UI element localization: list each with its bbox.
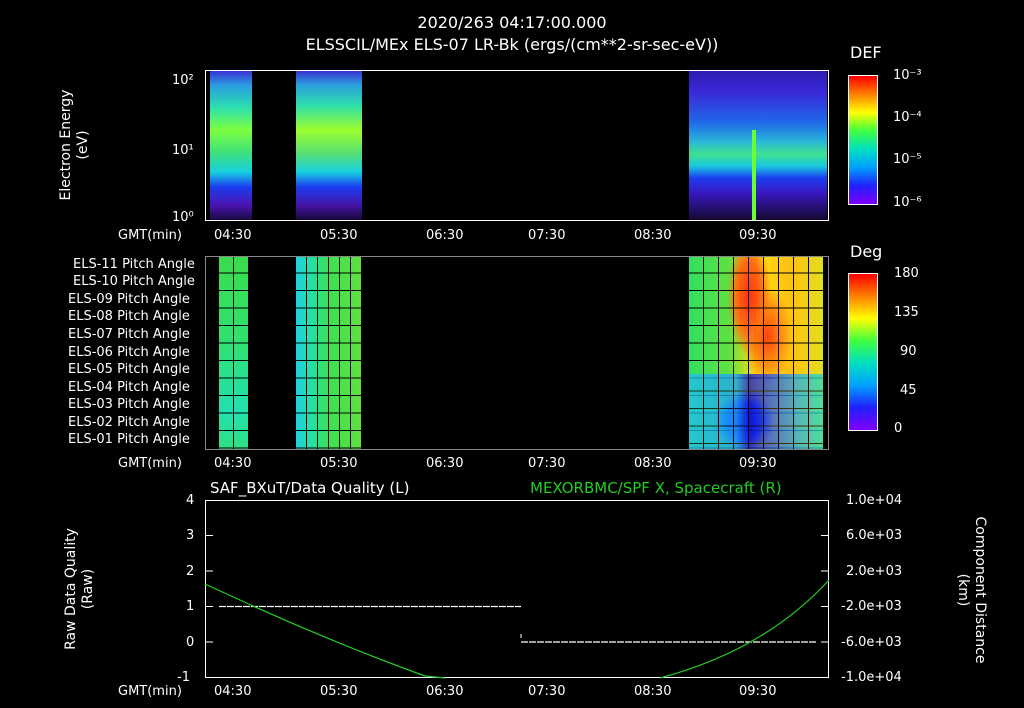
line-plot: [204, 500, 830, 679]
pitch-row-label: ELS-02 Pitch Angle: [68, 415, 190, 430]
panel3-right-title: MEXORBMC/SPF X, Spacecraft (R): [530, 479, 782, 497]
pitch-row-label: ELS-05 Pitch Angle: [68, 362, 190, 377]
plot-title: 2020/263 04:17:00.000: [417, 13, 607, 32]
def-tick-1: 10⁻⁴: [893, 110, 922, 125]
deg-tick-2: 90: [900, 344, 917, 359]
panel3-time-tick-0: 04:30: [214, 684, 252, 699]
panel1-time-tick-3: 07:30: [528, 228, 566, 243]
pitch-row-label: ELS-04 Pitch Angle: [68, 380, 190, 395]
panel2-time-tick-1: 05:30: [320, 456, 358, 471]
energy-plot-frame: [205, 70, 829, 221]
right-ytick-5: -1.0e+04: [841, 670, 902, 685]
def-colorbar: [848, 75, 878, 205]
pitch-plot-frame: [205, 256, 829, 450]
energy-ylabel: Electron Energy (eV): [58, 89, 91, 201]
energy-ytick-0: 10²: [172, 73, 194, 88]
distance-ylabel: Component Distance (km): [955, 516, 988, 664]
plot-subtitle: ELSSCIL/MEx ELS-07 LR-Bk (ergs/(cm**2-sr…: [305, 35, 719, 54]
def-tick-2: 10⁻⁵: [893, 152, 922, 167]
pitch-block-3-lower: [689, 374, 824, 449]
right-ytick-4: -6.0e+03: [841, 635, 902, 650]
spectrogram-block-2: [296, 70, 362, 220]
panel1-time-tick-2: 06:30: [426, 228, 464, 243]
right-ytick-1: 6.0e+03: [846, 528, 903, 543]
left-ytick-0: 4: [186, 493, 195, 508]
energy-spectrogram: [207, 70, 827, 220]
right-ytick-2: 2.0e+03: [846, 564, 903, 579]
pitch-row-label: ELS-03 Pitch Angle: [68, 397, 190, 412]
panel1-time-tick-0: 04:30: [214, 228, 252, 243]
deg-tick-3: 45: [900, 383, 917, 398]
panel3-time-tick-4: 08:30: [634, 684, 672, 699]
panel3-time-tick-5: 09:30: [739, 684, 777, 699]
spectrogram-block-3: [689, 70, 827, 220]
pitch-angle-heatmap: [207, 256, 827, 449]
line-plot-frame: [205, 500, 829, 678]
panel2-time-tick-3: 07:30: [528, 456, 566, 471]
left-ytick-4: 0: [186, 635, 195, 650]
pitch-row-label: ELS-10 Pitch Angle: [73, 274, 195, 289]
left-ytick-5: -1: [177, 670, 190, 685]
pitch-row-label: ELS-06 Pitch Angle: [68, 345, 190, 360]
right-ytick-3: -2.0e+03: [841, 599, 902, 614]
panel1-time-tick-5: 09:30: [739, 228, 777, 243]
left-ytick-1: 3: [186, 528, 195, 543]
pitch-row-label: ELS-08 Pitch Angle: [68, 309, 190, 324]
pitch-block-2: [296, 256, 362, 449]
panel2-time-tick-2: 06:30: [426, 456, 464, 471]
right-ytick-0: 1.0e+04: [846, 493, 903, 508]
pitch-row-label: ELS-01 Pitch Angle: [68, 432, 190, 447]
def-tick-0: 10⁻³: [893, 68, 922, 83]
deg-colorbar: [848, 273, 878, 431]
energy-ytick-2: 10⁰: [172, 210, 194, 225]
def-tick-3: 10⁻⁶: [893, 195, 922, 210]
panel3-time-tick-1: 05:30: [320, 684, 358, 699]
panel3-time-axis-label: GMT(min): [118, 684, 182, 699]
spf-x-series: [204, 579, 830, 679]
spectrogram-block-1: [210, 70, 252, 220]
def-colorbar-title: DEF: [850, 43, 882, 62]
panel3-left-title: SAF_BXuT/Data Quality (L): [210, 479, 410, 497]
panel1-time-axis-label: GMT(min): [118, 228, 182, 243]
deg-tick-4: 0: [894, 421, 903, 436]
pitch-row-label: ELS-09 Pitch Angle: [68, 292, 190, 307]
quality-ylabel: Raw Data Quality (Raw): [63, 528, 96, 650]
pitch-block-1: [219, 256, 249, 449]
left-ytick-2: 2: [186, 564, 195, 579]
deg-colorbar-title: Deg: [850, 242, 883, 261]
energy-ytick-1: 10¹: [172, 143, 194, 158]
spectrogram-spike: [752, 130, 756, 220]
panel1-time-tick-4: 08:30: [634, 228, 672, 243]
pitch-row-label: ELS-07 Pitch Angle: [68, 327, 190, 342]
panel3-time-tick-3: 07:30: [528, 684, 566, 699]
panel2-time-tick-5: 09:30: [739, 456, 777, 471]
deg-tick-0: 180: [894, 266, 919, 281]
left-ytick-3: 1: [186, 599, 195, 614]
panel3-time-tick-2: 06:30: [426, 684, 464, 699]
panel2-time-tick-4: 08:30: [634, 456, 672, 471]
pitch-row-label: ELS-11 Pitch Angle: [73, 257, 195, 272]
panel2-time-axis-label: GMT(min): [118, 456, 182, 471]
panel1-time-tick-1: 05:30: [320, 228, 358, 243]
panel2-time-tick-0: 04:30: [214, 456, 252, 471]
deg-tick-1: 135: [894, 305, 919, 320]
